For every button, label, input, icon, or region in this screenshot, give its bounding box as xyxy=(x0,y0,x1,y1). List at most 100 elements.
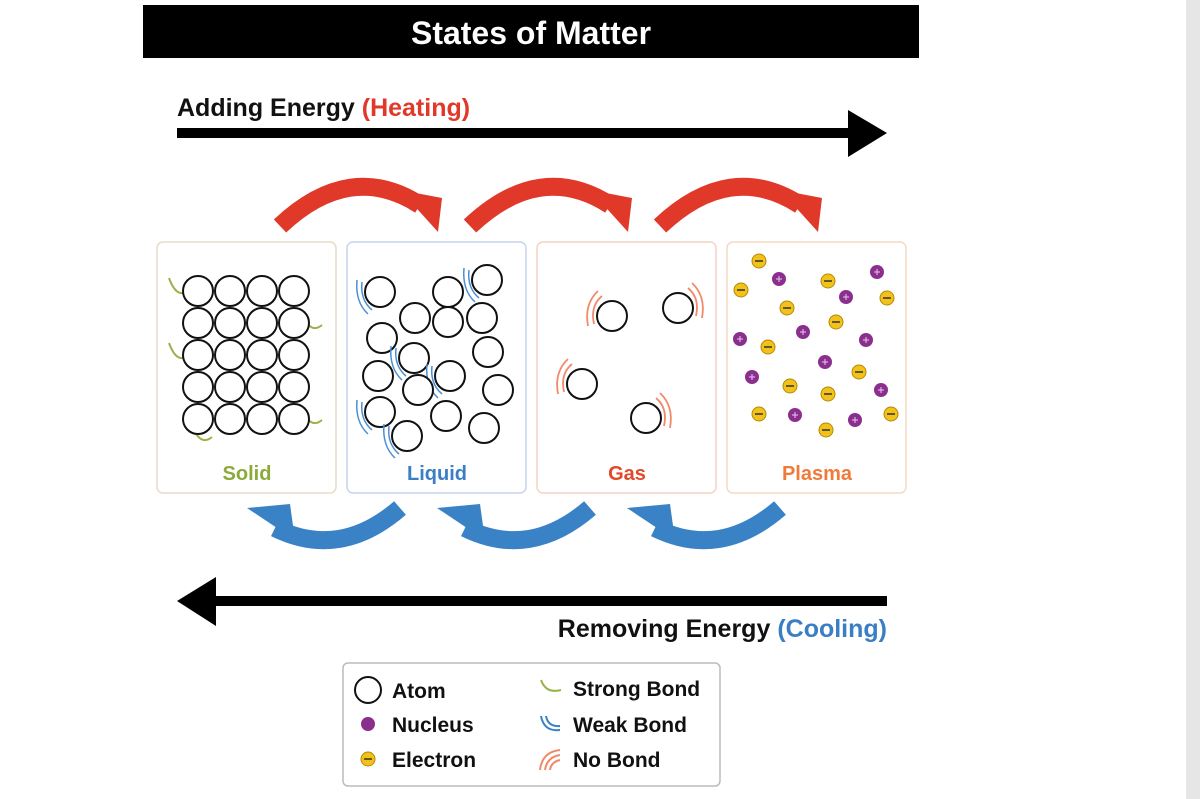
cooling-label: Removing Energy xyxy=(558,615,771,643)
state-label: Gas xyxy=(608,463,646,485)
nucleus-sign xyxy=(792,412,798,418)
weak-bond xyxy=(462,267,480,303)
atom xyxy=(366,322,398,354)
atom xyxy=(434,360,466,392)
atom xyxy=(364,276,396,308)
weak-bond xyxy=(382,423,400,459)
atom xyxy=(662,292,694,324)
atom xyxy=(278,275,310,307)
atom xyxy=(214,339,246,371)
nucleus-sign xyxy=(863,337,869,343)
atom xyxy=(278,307,310,339)
heating-label: Adding Energy xyxy=(177,94,355,122)
legend-atom-icon xyxy=(354,676,382,704)
atom xyxy=(364,396,396,428)
no-bond xyxy=(655,392,672,429)
atom xyxy=(278,371,310,403)
atom xyxy=(482,374,514,406)
nucleus-sign xyxy=(878,387,884,393)
weak-bond xyxy=(355,399,373,435)
side-strip xyxy=(1186,0,1200,799)
atom xyxy=(246,339,278,371)
atom xyxy=(214,403,246,435)
atom xyxy=(566,368,598,400)
legend-no-bond-icon xyxy=(539,749,561,771)
state-label: Plasma xyxy=(782,463,853,485)
atom xyxy=(182,307,214,339)
atom xyxy=(630,402,662,434)
atom xyxy=(246,371,278,403)
legend-weak-bond-icon xyxy=(540,715,561,732)
atom xyxy=(466,302,498,334)
cooling-text: Removing Energy (Cooling) xyxy=(558,615,887,643)
atom xyxy=(398,342,430,374)
heating-text: Adding Energy (Heating) xyxy=(177,94,470,122)
nucleus-sign xyxy=(843,294,849,300)
atom xyxy=(399,302,431,334)
atom xyxy=(246,403,278,435)
atom xyxy=(471,264,503,296)
legend-label: Nucleus xyxy=(392,714,474,737)
legend-label: Strong Bond xyxy=(573,678,700,701)
atom xyxy=(430,400,462,432)
nucleus-sign xyxy=(776,276,782,282)
state-label: Solid xyxy=(223,463,272,485)
nucleus-sign xyxy=(737,336,743,342)
atom xyxy=(246,275,278,307)
heating-curve-head xyxy=(590,190,632,232)
atom xyxy=(468,412,500,444)
cooling-curve-head xyxy=(627,504,675,540)
legend-strong-bond-icon xyxy=(540,679,562,692)
weak-bond xyxy=(389,345,407,381)
cooling-curve-head xyxy=(247,504,295,540)
atom xyxy=(182,339,214,371)
weak-bond xyxy=(355,279,373,315)
atom xyxy=(362,360,394,392)
nucleus-sign xyxy=(852,417,858,423)
legend-label: Atom xyxy=(392,680,446,703)
legend-label: Weak Bond xyxy=(573,714,687,737)
nucleus-sign xyxy=(800,329,806,335)
atom xyxy=(246,307,278,339)
atom xyxy=(432,306,464,338)
no-bond xyxy=(586,290,603,327)
legend-nucleus-icon xyxy=(361,717,375,731)
no-bond xyxy=(687,282,704,319)
atom xyxy=(182,371,214,403)
atom xyxy=(214,275,246,307)
state-box xyxy=(536,241,717,494)
atom xyxy=(214,307,246,339)
atom xyxy=(214,371,246,403)
atom xyxy=(432,276,464,308)
heating-note: (Heating) xyxy=(362,94,470,122)
atom xyxy=(402,374,434,406)
legend-box xyxy=(342,662,721,787)
atom xyxy=(278,339,310,371)
heating-curve xyxy=(273,177,425,233)
no-bond xyxy=(556,358,573,395)
atom xyxy=(182,275,214,307)
cooling-arrow-head xyxy=(177,577,216,626)
title: States of Matter xyxy=(411,15,651,51)
heating-curve-head xyxy=(780,190,822,232)
atom xyxy=(278,403,310,435)
heating-arrow-head xyxy=(848,110,887,157)
cooling-curve-head xyxy=(437,504,485,540)
heating-curve xyxy=(463,177,615,233)
heating-curve xyxy=(653,177,805,233)
nucleus-sign xyxy=(749,374,755,380)
legend-label: Electron xyxy=(392,749,476,772)
atom xyxy=(596,300,628,332)
legend-label: No Bond xyxy=(573,749,660,772)
atom xyxy=(182,403,214,435)
heating-curve-head xyxy=(400,190,442,232)
state-box xyxy=(726,241,907,494)
atom xyxy=(472,336,504,368)
state-box xyxy=(156,241,337,494)
nucleus-sign xyxy=(822,359,828,365)
atom xyxy=(391,420,423,452)
nucleus-sign xyxy=(874,269,880,275)
cooling-note: (Cooling) xyxy=(777,615,887,643)
